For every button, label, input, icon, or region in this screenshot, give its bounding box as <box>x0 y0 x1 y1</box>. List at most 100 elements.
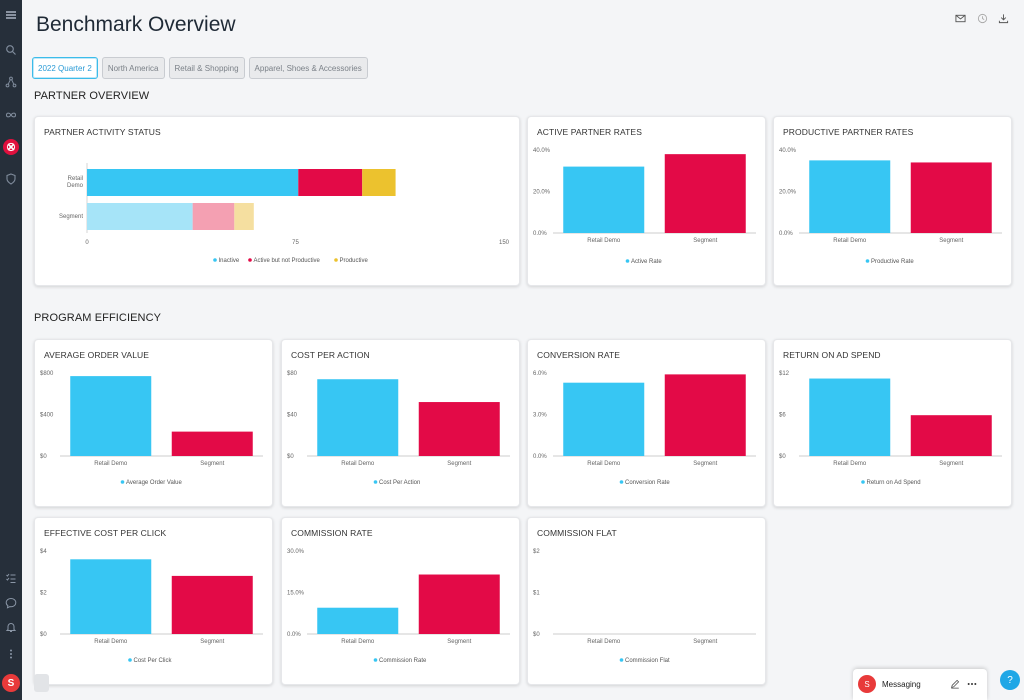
legend-item-swatch <box>120 480 125 484</box>
messaging-label: Messaging <box>882 680 921 689</box>
card-active-partner-rates: ACTIVE PARTNER RATES 0.0% 20.0% 40.0% Retai… <box>527 116 766 286</box>
card-title: EFFECTIVE COST PER CLICK <box>44 528 167 538</box>
y-tick-label: $0 <box>40 632 47 638</box>
chat-icon[interactable] <box>0 595 22 611</box>
infinity-icon[interactable] <box>0 107 22 123</box>
x-tick-label: Retail Demo <box>587 238 621 244</box>
bar-retail-demo[interactable] <box>563 382 645 456</box>
bell-icon[interactable] <box>0 619 22 635</box>
legend-item-swatch <box>334 258 338 262</box>
legend-item-swatch <box>248 258 252 262</box>
filter-chip-period[interactable]: 2022 Quarter 2 <box>32 57 98 79</box>
network-icon[interactable] <box>0 74 22 90</box>
bar-segment[interactable] <box>171 575 253 634</box>
card-conversion-rate: CONVERSION RATE 0.0% 3.0% 6.0% Retail Demo S… <box>527 339 766 507</box>
legend-item-swatch <box>861 480 865 484</box>
card-title: CONVERSION RATE <box>537 350 621 360</box>
filter-chip-vertical[interactable]: Retail & Shopping <box>168 57 245 79</box>
legend-item: Cost Per Action <box>379 480 420 486</box>
x-tick-label: Segment <box>939 238 963 244</box>
x-tick-label: Retail Demo <box>341 461 375 467</box>
help-button[interactable]: ? <box>1000 670 1020 690</box>
chart-svg: $0 $40 $80 Retail Demo Segment Cost Per Actio… <box>287 371 510 486</box>
y-tick-label: 0.0% <box>287 632 301 638</box>
y-tick-label: $80 <box>287 371 298 377</box>
bar-retail-demo[interactable] <box>317 379 399 456</box>
card-return-on-ad-spend: RETURN ON AD SPEND $0 $6 $12 Retail Demo Seg… <box>773 339 1012 507</box>
bar-productive-segment[interactable] <box>234 203 254 230</box>
card-average-order-value: AVERAGE ORDER VALUE $0 $400 $800 Retail Dem… <box>34 339 273 507</box>
bar-segment[interactable] <box>910 162 992 233</box>
legend-item: Productive Rate <box>871 259 914 265</box>
search-icon[interactable] <box>0 42 22 58</box>
messaging-panel[interactable]: S Messaging <box>853 669 987 700</box>
legend-item-swatch <box>373 658 378 662</box>
y-tick-label: 0.0% <box>779 231 793 237</box>
history-icon[interactable] <box>975 11 989 25</box>
collapse-button[interactable] <box>34 674 49 692</box>
card-title: ACTIVE PARTNER RATES <box>537 127 642 137</box>
x-tick-label: 0 <box>85 240 89 246</box>
mail-icon[interactable] <box>953 11 967 25</box>
x-tick-label: Segment <box>200 461 224 467</box>
shield-icon[interactable] <box>0 171 22 187</box>
more-options-icon[interactable] <box>966 678 978 690</box>
legend-item: Conversion Rate <box>625 480 670 486</box>
bar-retail-demo[interactable] <box>317 607 399 634</box>
chart-svg: $0 $1 $2 Retail Demo Segment Commission Flat <box>533 549 756 664</box>
y-tick-label: 15.0% <box>287 591 305 597</box>
bar-segment[interactable] <box>664 374 746 456</box>
y-tick-label: $2 <box>40 591 47 597</box>
chart-svg: $0 $400 $800 Retail Demo Segment Average Orde… <box>40 371 263 486</box>
filter-chips: 2022 Quarter 2 North America Retail & Sh… <box>32 57 368 79</box>
section-partner-overview: PARTNER OVERVIEW <box>34 90 150 102</box>
bar-active-not-productive-retail-demo[interactable] <box>298 169 363 196</box>
legend-item-swatch <box>373 480 378 484</box>
y-tick-label: 40.0% <box>533 148 551 154</box>
y-tick-label: 3.0% <box>533 413 547 419</box>
bar-productive-retail-demo[interactable] <box>362 169 396 196</box>
checklist-icon[interactable] <box>0 570 22 586</box>
chart-svg: 0.0% 20.0% 40.0% Retail Demo Segment Producti… <box>779 148 1002 265</box>
filter-chip-category[interactable]: Apparel, Shoes & Accessories <box>248 57 368 79</box>
menu-icon[interactable] <box>0 7 22 23</box>
x-tick-label: Segment <box>693 461 717 467</box>
card-title: PARTNER ACTIVITY STATUS <box>44 127 161 137</box>
bar-inactive-retail-demo[interactable] <box>87 169 299 196</box>
legend-item-swatch <box>625 259 630 263</box>
x-tick-label: Retail Demo <box>587 461 621 467</box>
bar-active-not-productive-segment[interactable] <box>192 203 235 230</box>
bar-retail-demo[interactable] <box>70 376 152 456</box>
x-tick-label: Segment <box>693 238 717 244</box>
y-tick-label: $2 <box>533 549 540 555</box>
bar-retail-demo[interactable] <box>70 559 152 634</box>
card-title: PRODUCTIVE PARTNER RATES <box>783 127 914 137</box>
compose-icon[interactable] <box>949 678 961 690</box>
bar-retail-demo[interactable] <box>563 166 645 233</box>
y-tick-label: 0.0% <box>533 454 547 460</box>
app-logo-icon[interactable] <box>3 139 19 155</box>
page-title: Benchmark Overview <box>36 13 236 36</box>
user-avatar[interactable]: S <box>2 674 20 692</box>
y-tick-label: $0 <box>533 632 540 638</box>
card-title: COST PER ACTION <box>291 350 370 360</box>
y-tick-label: $400 <box>40 413 54 419</box>
more-dots-icon[interactable] <box>0 646 22 662</box>
bar-segment[interactable] <box>171 431 253 456</box>
legend-item-swatch <box>619 658 624 662</box>
bar-segment[interactable] <box>664 154 746 233</box>
messaging-avatar: S <box>858 675 876 693</box>
chart-svg: 0.0% 15.0% 30.0% Retail Demo Segment Commissi… <box>287 549 510 664</box>
bar-segment[interactable] <box>418 402 500 456</box>
bar-retail-demo[interactable] <box>809 378 891 456</box>
legend-item: Active Rate <box>631 259 662 265</box>
filter-chip-region[interactable]: North America <box>101 57 165 79</box>
bar-inactive-segment[interactable] <box>87 203 193 230</box>
bar-retail-demo[interactable] <box>809 160 891 233</box>
bar-segment[interactable] <box>910 415 992 456</box>
download-icon[interactable] <box>996 11 1010 25</box>
bar-segment[interactable] <box>418 574 500 634</box>
card-title: COMMISSION FLAT <box>537 528 617 538</box>
x-tick-label: Segment <box>200 639 224 645</box>
